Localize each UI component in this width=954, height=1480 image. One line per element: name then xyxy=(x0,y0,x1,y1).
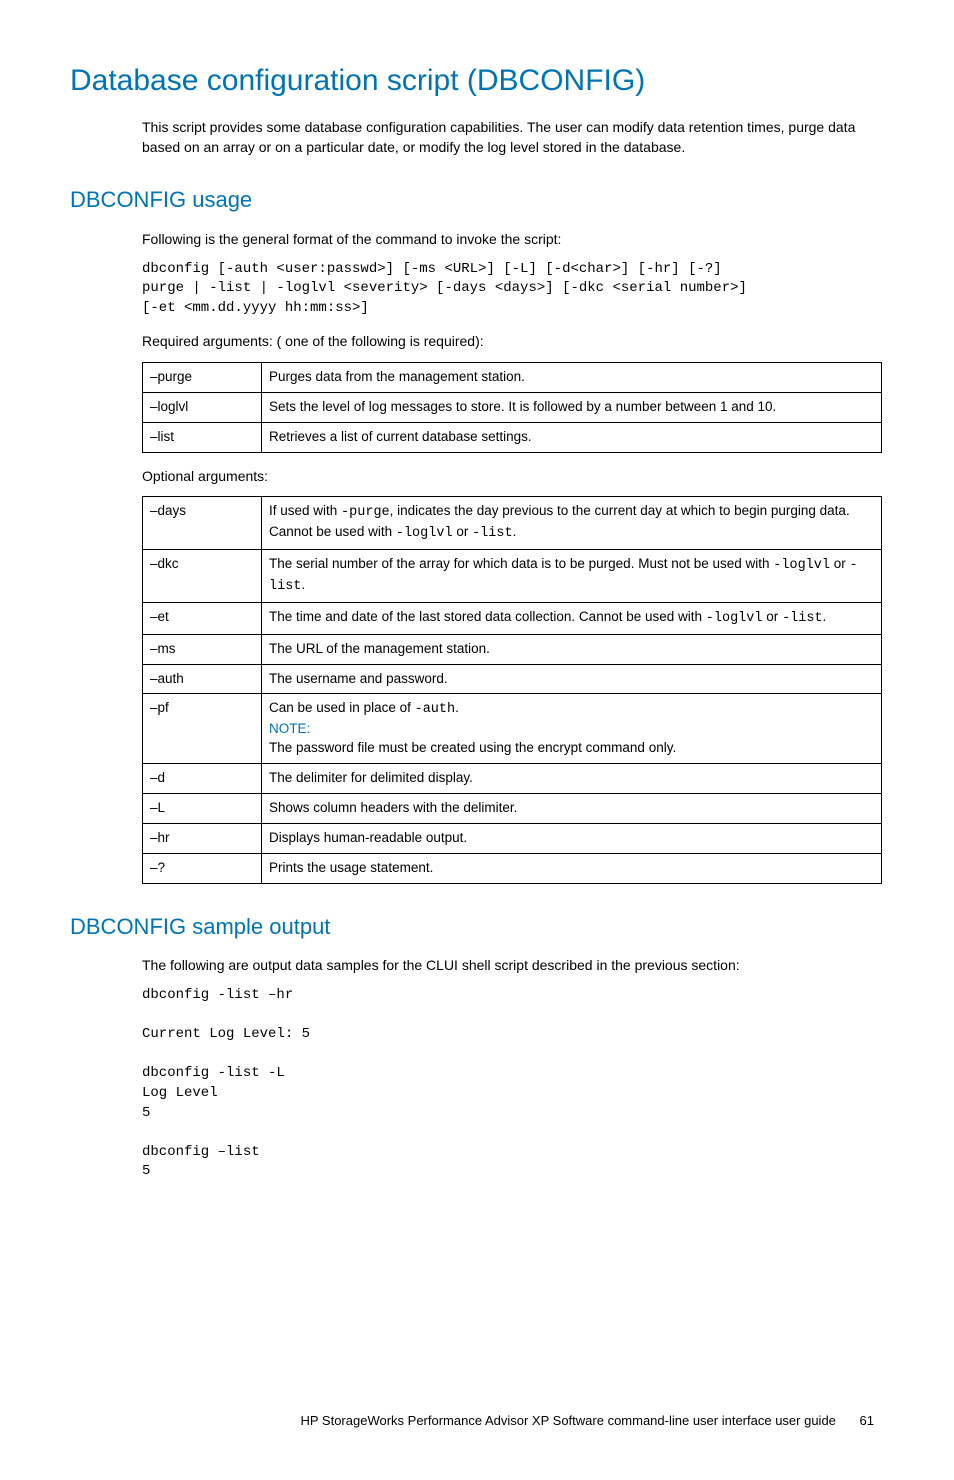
usage-intro: Following is the general format of the c… xyxy=(142,230,884,250)
arg-desc: If used with -purge, indicates the day p… xyxy=(262,497,882,550)
arg-name: –days xyxy=(143,497,262,550)
arg-desc: Displays human-readable output. xyxy=(262,823,882,853)
table-row: –auth The username and password. xyxy=(143,664,882,694)
optional-label: Optional arguments: xyxy=(142,467,884,487)
required-label: Required arguments: ( one of the followi… xyxy=(142,332,884,352)
table-row: –? Prints the usage statement. xyxy=(143,853,882,883)
arg-name: –? xyxy=(143,853,262,883)
table-row: –days If used with -purge, indicates the… xyxy=(143,497,882,550)
arg-name: –dkc xyxy=(143,550,262,603)
arg-name: –ms xyxy=(143,634,262,664)
arg-name: –list xyxy=(143,422,262,452)
arg-name: –purge xyxy=(143,362,262,392)
table-row: –purge Purges data from the management s… xyxy=(143,362,882,392)
arg-desc: The time and date of the last stored dat… xyxy=(262,602,882,634)
optional-args-table: –days If used with -purge, indicates the… xyxy=(142,496,882,883)
arg-name: –pf xyxy=(143,694,262,764)
arg-desc: Shows column headers with the delimiter. xyxy=(262,794,882,824)
arg-desc: The username and password. xyxy=(262,664,882,694)
note-label: NOTE: xyxy=(269,721,310,736)
usage-code-block: dbconfig [-auth <user:passwd>] [-ms <URL… xyxy=(142,260,884,319)
table-row: –et The time and date of the last stored… xyxy=(143,602,882,634)
arg-desc: Sets the level of log messages to store.… xyxy=(262,392,882,422)
table-row: –dkc The serial number of the array for … xyxy=(143,550,882,603)
arg-name: –hr xyxy=(143,823,262,853)
table-row: –loglvl Sets the level of log messages t… xyxy=(143,392,882,422)
table-row: –hr Displays human-readable output. xyxy=(143,823,882,853)
arg-desc: Prints the usage statement. xyxy=(262,853,882,883)
arg-desc: The serial number of the array for which… xyxy=(262,550,882,603)
table-row: –d The delimiter for delimited display. xyxy=(143,764,882,794)
footer-text: HP StorageWorks Performance Advisor XP S… xyxy=(300,1413,835,1428)
arg-name: –auth xyxy=(143,664,262,694)
usage-heading: DBCONFIG usage xyxy=(70,185,884,216)
arg-desc: The delimiter for delimited display. xyxy=(262,764,882,794)
intro-paragraph: This script provides some database confi… xyxy=(142,118,884,157)
table-row: –L Shows column headers with the delimit… xyxy=(143,794,882,824)
arg-name: –et xyxy=(143,602,262,634)
arg-name: –L xyxy=(143,794,262,824)
arg-desc: Retrieves a list of current database set… xyxy=(262,422,882,452)
table-row: –ms The URL of the management station. xyxy=(143,634,882,664)
arg-desc: Purges data from the management station. xyxy=(262,362,882,392)
page-footer: HP StorageWorks Performance Advisor XP S… xyxy=(70,1412,884,1430)
arg-desc: The URL of the management station. xyxy=(262,634,882,664)
page-title: Database configuration script (DBCONFIG) xyxy=(70,60,884,102)
sample-heading: DBCONFIG sample output xyxy=(70,912,884,943)
arg-name: –loglvl xyxy=(143,392,262,422)
sample-code-block: dbconfig -list –hr Current Log Level: 5 … xyxy=(142,986,884,1182)
sample-intro: The following are output data samples fo… xyxy=(142,956,884,976)
required-args-table: –purge Purges data from the management s… xyxy=(142,362,882,453)
table-row: –pf Can be used in place of -auth. NOTE:… xyxy=(143,694,882,764)
table-row: –list Retrieves a list of current databa… xyxy=(143,422,882,452)
page-number: 61 xyxy=(860,1412,874,1430)
arg-name: –d xyxy=(143,764,262,794)
arg-desc: Can be used in place of -auth. NOTE: The… xyxy=(262,694,882,764)
